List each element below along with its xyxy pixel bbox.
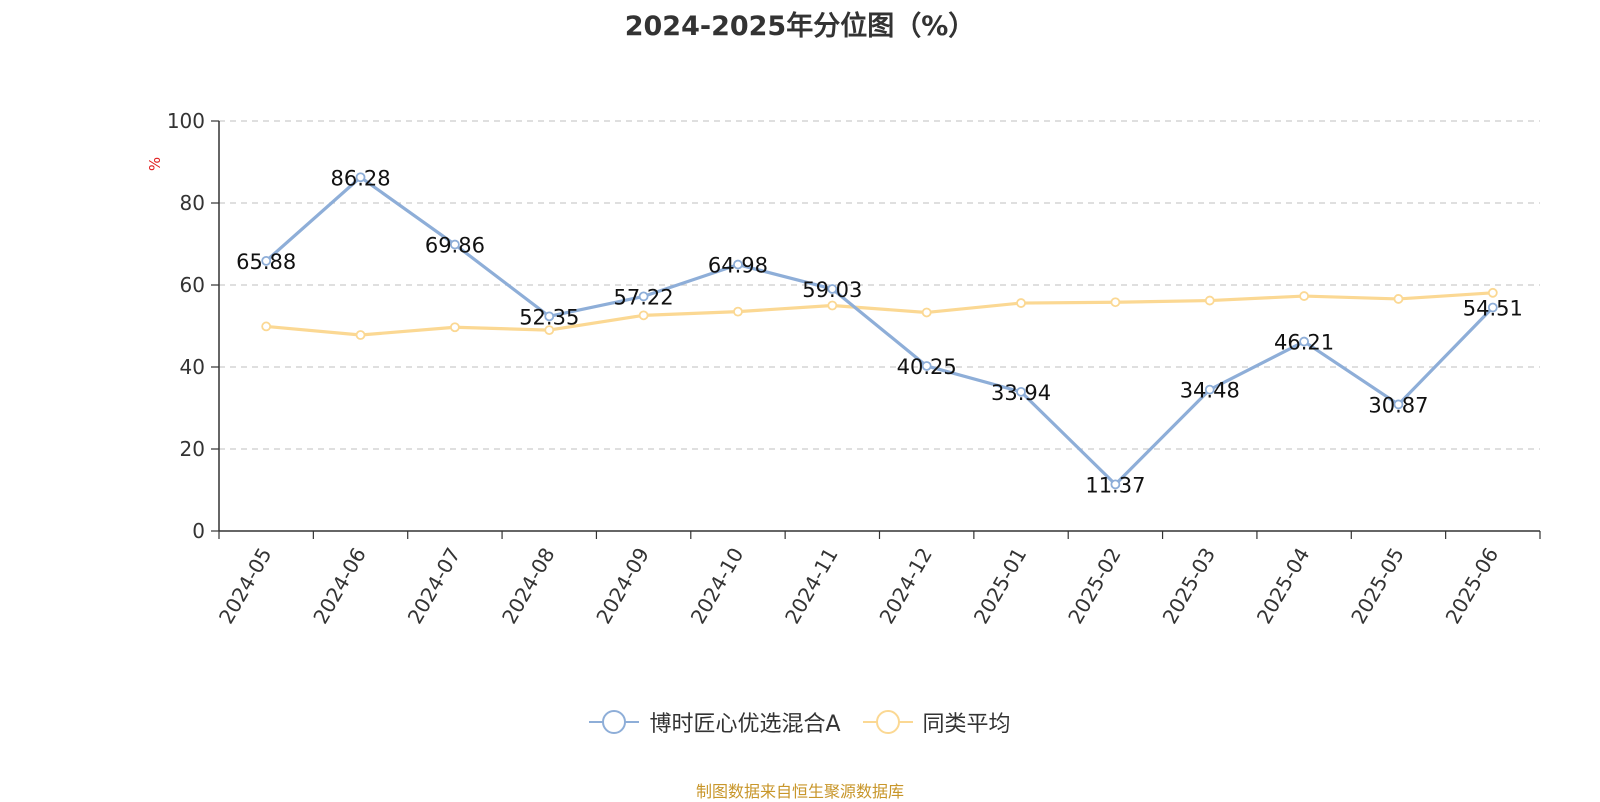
y-tick-label: 40 (180, 355, 205, 379)
data-point (1393, 294, 1404, 304)
legend-item-series-2[interactable]: 同类平均 (862, 706, 1011, 738)
x-tick-label: 2025-02 (1063, 544, 1126, 628)
legend-marker-icon (589, 710, 640, 734)
x-tick-label: 2024-11 (780, 544, 843, 628)
data-point (638, 310, 649, 321)
y-tick-label: 60 (180, 273, 205, 297)
gridlines (219, 120, 1540, 450)
data-point (261, 321, 272, 332)
x-tick-label: 2024-07 (403, 544, 466, 628)
data-label: 33.94 (991, 381, 1051, 405)
chart-title: 2024-2025年分位图（%） (624, 11, 976, 42)
data-label: 40.25 (897, 355, 957, 379)
data-label: 65.88 (236, 250, 296, 274)
data-point (1393, 399, 1404, 410)
data-point (733, 306, 743, 317)
data-point (921, 361, 932, 371)
data-point (261, 255, 272, 266)
legend-item-series-1[interactable]: 博时匠心优选混合A (589, 706, 841, 738)
x-tick-label: 2025-06 (1441, 544, 1504, 628)
data-label: 69.86 (425, 234, 485, 258)
data-label: 64.98 (708, 254, 768, 278)
data-labels: 65.88 86.28 69.86 52.35 57.22 64.98 59.03 40.25… (236, 166, 1523, 497)
data-point (544, 325, 555, 336)
data-point (544, 311, 555, 322)
data-point (921, 307, 932, 318)
data-point (827, 284, 838, 294)
x-tick-label: 2024-08 (497, 544, 560, 628)
data-label: 46.21 (1274, 331, 1334, 355)
series-line-2 (266, 291, 1493, 337)
x-tick-label: 2024-12 (874, 544, 937, 628)
legend: 博时匠心优选混合A 同类平均 (0, 706, 1600, 738)
data-point (1016, 298, 1026, 308)
data-point (638, 291, 649, 302)
data-point (1110, 297, 1121, 308)
data-label: 30.87 (1368, 393, 1428, 417)
x-tick-label: 2024-09 (591, 544, 654, 628)
data-point (1299, 291, 1310, 301)
data-point (1016, 386, 1026, 397)
legend-label: 博时匠心优选混合A (649, 712, 841, 737)
data-point (1204, 295, 1215, 306)
data-point (1299, 336, 1310, 347)
x-tick-label: 2025-01 (969, 544, 1032, 628)
data-label: 57.22 (614, 285, 674, 309)
y-tick-label: 0 (192, 519, 205, 543)
series-lines (261, 172, 1498, 490)
x-tick-label: 2025-05 (1346, 544, 1409, 628)
data-point (733, 259, 743, 270)
data-point (355, 172, 366, 183)
legend-label: 同类平均 (922, 712, 1011, 737)
x-tick-label: 2024-05 (214, 544, 277, 628)
y-axis-label: % (146, 157, 164, 171)
data-label: 52.35 (519, 305, 579, 329)
data-point (449, 322, 460, 333)
y-tick-label: 20 (180, 437, 205, 461)
data-point (1487, 287, 1498, 298)
y-tick-label: 80 (180, 191, 205, 215)
data-label: 34.48 (1180, 379, 1240, 403)
data-point (1204, 384, 1215, 395)
data-point (1487, 302, 1498, 313)
source-note: 制图数据来自恒生聚源数据库 (695, 782, 904, 801)
y-tick-label: 100 (167, 109, 205, 133)
series-line-1 (265, 175, 1494, 486)
x-tick-label: 2025-04 (1252, 544, 1315, 628)
data-point (355, 330, 366, 340)
x-tick-label: 2024-10 (686, 544, 749, 628)
data-point (827, 300, 838, 311)
data-point (449, 239, 460, 250)
data-label: 59.03 (802, 278, 862, 302)
data-label: 54.51 (1463, 297, 1523, 321)
data-label: 11.37 (1085, 473, 1145, 497)
data-point (1110, 479, 1121, 490)
legend-marker-icon (862, 710, 913, 734)
x-tick-label: 2025-03 (1158, 544, 1221, 628)
data-label: 86.28 (330, 166, 390, 190)
x-tick-label: 2024-06 (308, 544, 371, 628)
